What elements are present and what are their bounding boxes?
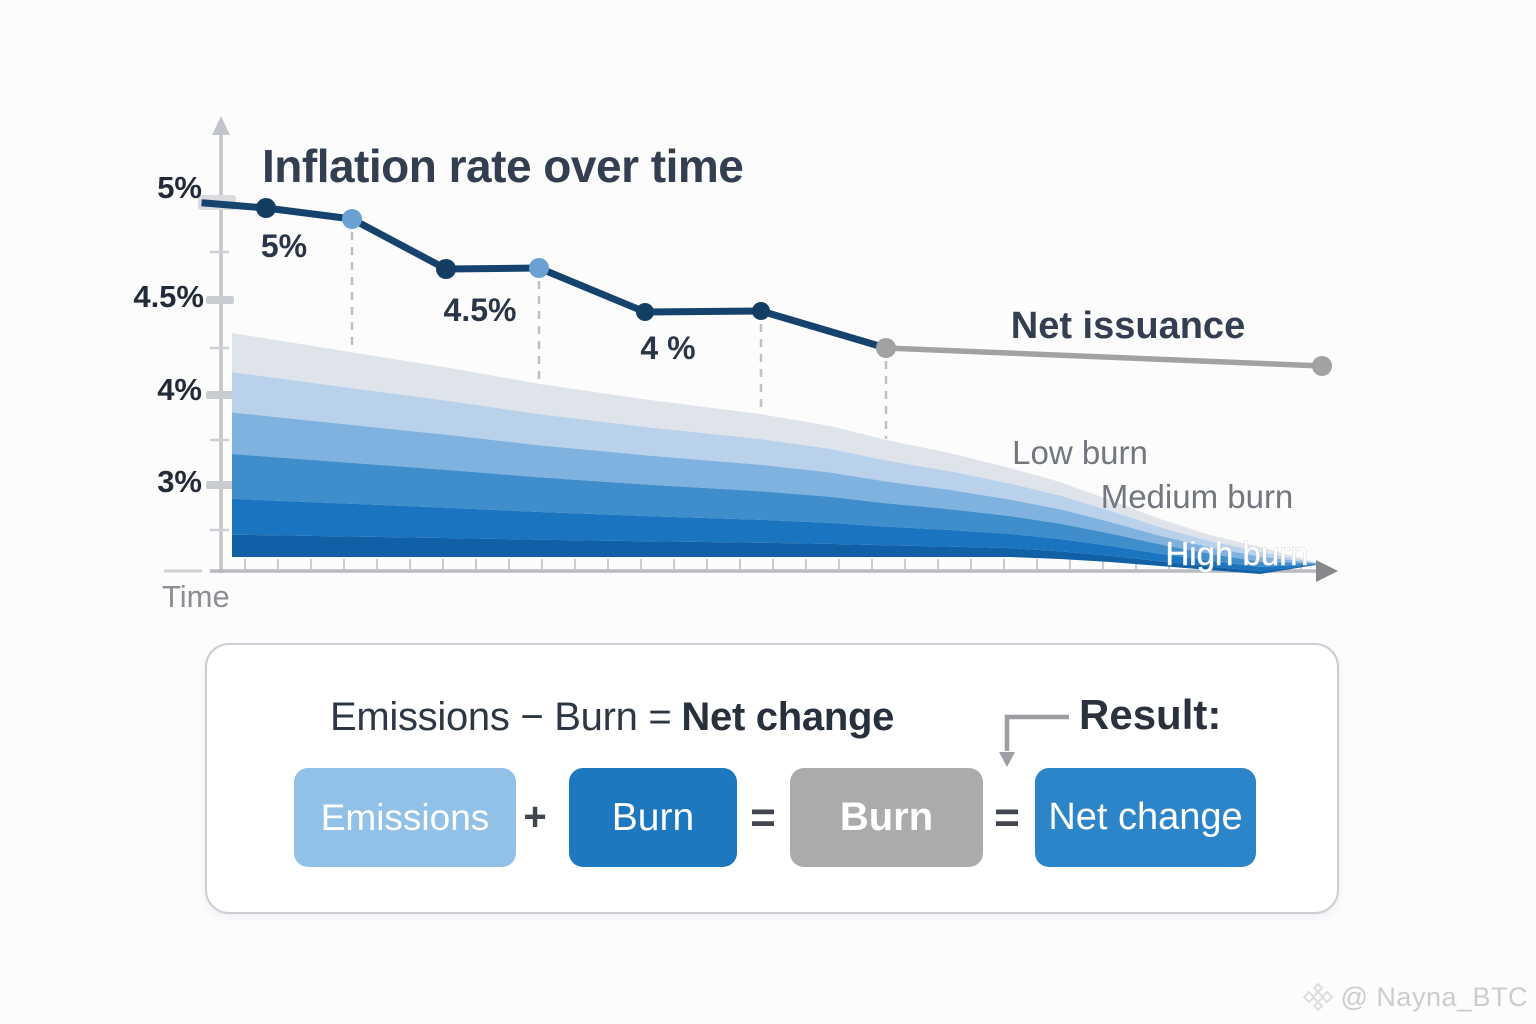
burn-gray-box: Burn [790,768,983,867]
data-point [876,338,896,358]
y-axis [198,116,236,573]
burn-area-band-1 [232,372,1322,564]
x-axis-arrow-icon [1316,560,1338,582]
data-point [342,209,362,229]
inflation-line [201,199,891,353]
x-axis-label: Time [162,579,230,614]
burn-stacked-area [232,333,1322,574]
navy-dots [256,198,770,321]
plus-operator: + [523,795,547,839]
y-label-5pct: 5% [157,170,202,205]
y-label-3pct: 3% [157,464,202,499]
net-issuance-label: Net issuance [1011,305,1245,347]
data-point [636,303,654,321]
y-tick-major [206,296,234,304]
y-tick-major [206,481,234,489]
net-issuance-line [883,345,1325,369]
lightblue-dots [342,209,549,278]
equation-heading: Emissions − Burn = Net change [330,695,894,740]
data-point [752,302,770,320]
high-burn-label: High burn [1165,535,1308,572]
y-axis-arrow-icon [212,116,230,135]
point-label-4pct: 4 % [640,330,695,366]
point-label-4-5pct: 4.5% [444,292,517,328]
equals-operator-2: = [994,792,1020,842]
emissions-box-label: Emissions [320,796,490,838]
y-ticks-minor [210,250,229,532]
net-change-box: Net change [1035,768,1256,867]
result-arrow-icon [999,714,1069,767]
formula-panel: Emissions − Burn = Net change Result: Emi… [205,643,1339,914]
chart-title: Inflation rate over time [262,140,743,192]
point-labels: 5% 4.5% 4 % [261,228,696,366]
net-change-box-label: Net change [1048,796,1243,838]
medium-burn-label: Medium burn [1101,478,1294,515]
y-label-4-5pct: 4.5% [133,279,204,314]
watermark: @ Nayna_BTC [1302,981,1528,1013]
burn-area-band-2 [232,412,1322,564]
point-label-5pct: 5% [261,228,307,264]
burn-labels: Low burn Medium burn [1012,434,1293,515]
burn-blue-box: Burn [569,768,737,867]
watermark-handle: @ Nayna_BTC [1340,981,1528,1012]
inflation-chart: Inflation rate over time 5% 4.5% 4% 3% 5… [133,116,1338,614]
equation-prefix: Emissions − Burn = [330,695,672,739]
burn-area-band-5 [232,534,1322,574]
burn-blue-box-label: Burn [611,795,695,839]
burn-area-band-4 [232,498,1322,572]
equals-operator-1: = [750,792,776,842]
burn-area-band-3 [232,454,1322,567]
binance-diamond-icon [1302,982,1333,1012]
data-point [1312,356,1332,376]
y-tick-major [206,391,234,399]
equation-result-term: Net change [681,695,895,739]
data-point [529,258,549,278]
dashed-guides [350,232,888,439]
gray-dots [876,338,1332,376]
result-label: Result: [1079,691,1222,738]
y-axis-labels: 5% 4.5% 4% 3% [133,170,204,499]
emissions-box: Emissions [294,768,516,867]
y-label-4pct: 4% [157,372,202,407]
data-point [436,259,456,279]
burn-gray-box-label: Burn [839,795,934,839]
burn-area-band-0 [232,333,1322,564]
data-point [256,198,276,218]
low-burn-label: Low burn [1012,434,1148,471]
